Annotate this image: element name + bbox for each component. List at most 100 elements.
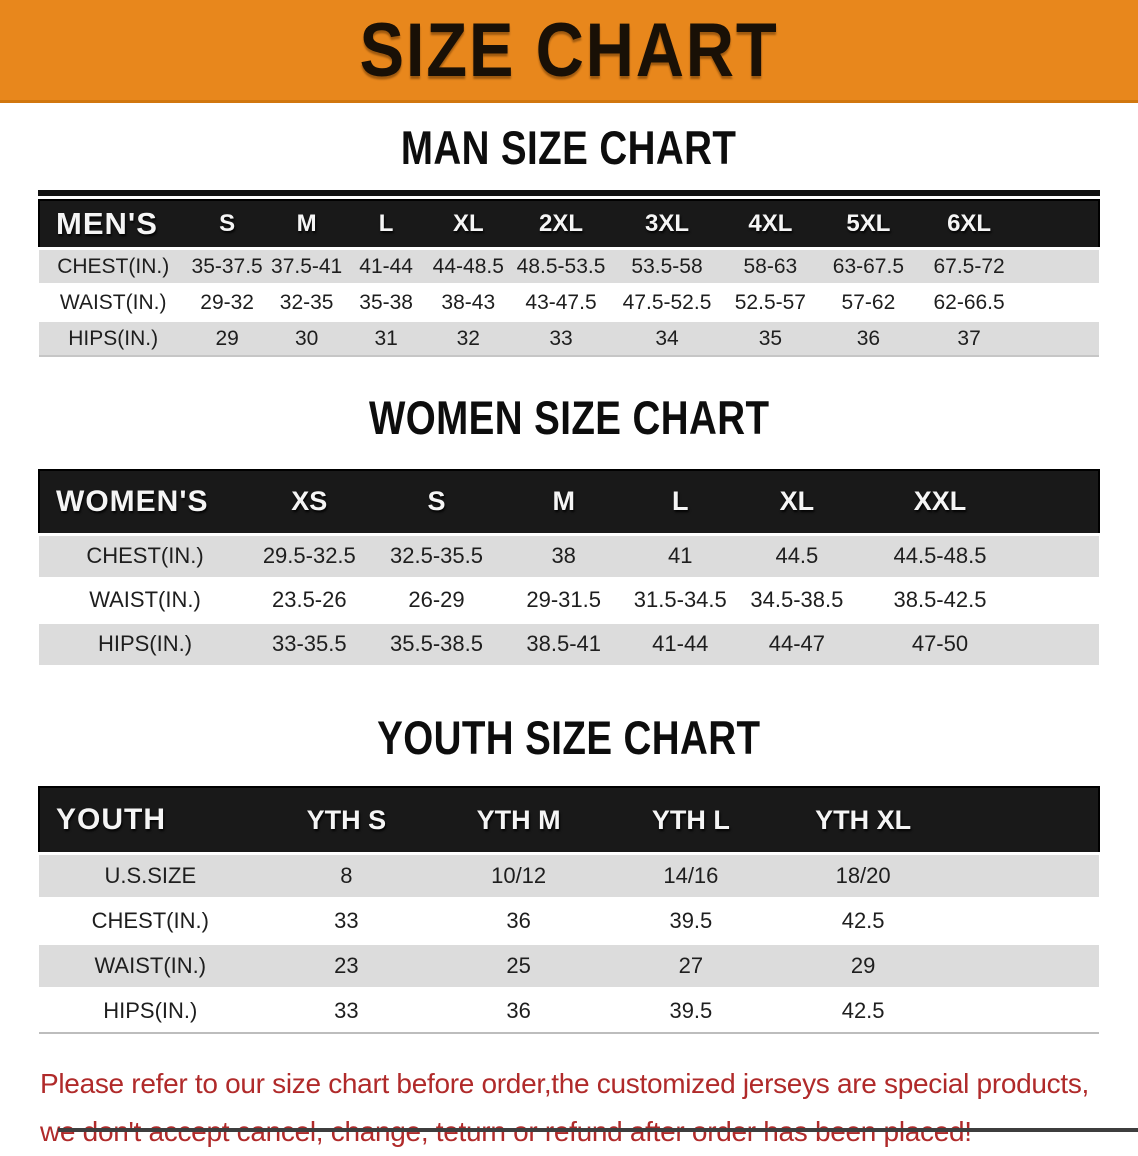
measure-label-cell: HIPS(IN.) [39,620,251,665]
measure-value-cell: 35.5-38.5 [367,620,506,665]
measure-value-cell: 27 [606,942,776,990]
row-spacer-cell [950,852,1099,900]
size-chart-banner: SIZE CHART [0,0,1138,103]
measure-value-cell: 41-44 [621,620,739,665]
disclaimer-line-2: we don't accept cancel, change, teturn o… [40,1108,1138,1156]
measurement-row: CHEST(IN.) 33 36 39.5 42.5 [39,897,1099,945]
size-header-cell: YTH L [606,786,776,855]
measure-label-cell: WAIST(IN.) [39,576,251,623]
size-header-cell: S [367,468,506,536]
row-spacer-cell [1024,576,1099,623]
measurement-row: HIPS(IN.) 33 36 39.5 42.5 [39,987,1099,1035]
measure-label-cell: HIPS(IN.) [39,319,188,358]
measure-value-cell: 32 [425,319,511,358]
measure-label-cell: U.S.SIZE [39,852,262,900]
size-header-row: WOMEN'S XS S M L XL XXL [38,468,1101,536]
size-header-cell: XXL [855,468,1025,536]
table-title-cell: YOUTH [38,786,262,855]
measure-value-cell: 33 [510,319,612,358]
size-header-cell: XL [425,199,511,250]
measure-value-cell: 29-31.5 [505,576,622,623]
womens-size-table-container: WOMEN'S XS S M L XL XXL CHEST(IN.) 29.5-32.5 32.5… [38,468,1101,665]
measure-value-cell: 35 [722,319,819,358]
measure-value-cell: 33 [261,987,432,1035]
measure-value-cell: 37 [918,319,1020,358]
measure-value-cell: 41 [621,532,739,579]
measure-label-cell: WAIST(IN.) [39,942,262,990]
header-spacer-cell [1024,468,1101,536]
measure-value-cell: 43-47.5 [510,283,612,321]
measure-value-cell: 18/20 [775,852,951,900]
measure-value-cell: 57-62 [818,283,919,321]
youth-section-title: YOUTH SIZE CHART [0,712,1138,762]
size-header-row: MEN'S S M L XL 2XL 3XL 4XL 5XL 6XL [37,199,1100,250]
measure-value-cell: 32.5-35.5 [367,532,506,579]
measurement-row: WAIST(IN.) 23 25 27 29 [39,942,1099,990]
measure-value-cell: 32-35 [266,283,347,321]
measure-label-cell: WAIST(IN.) [39,283,188,321]
size-header-cell: YTH S [261,786,432,855]
measure-value-cell: 48.5-53.5 [510,247,612,285]
header-spacer-cell [1019,199,1100,250]
banner-title: SIZE CHART [359,7,779,93]
measure-value-cell: 42.5 [775,897,951,945]
measure-value-cell: 29.5-32.5 [251,532,368,579]
measure-value-cell: 14/16 [606,852,776,900]
size-header-cell: 4XL [722,199,819,250]
measure-value-cell: 8 [261,852,432,900]
measure-value-cell: 23.5-26 [251,576,368,623]
man-section-title-text: MAN SIZE CHART [401,121,737,174]
measure-value-cell: 44.5-48.5 [855,532,1025,579]
measure-value-cell: 36 [431,987,607,1035]
measurement-row: WAIST(IN.) 29-32 32-35 35-38 38-43 43-47.5 47.… [39,283,1099,321]
row-spacer-cell [1019,283,1099,321]
row-spacer-cell [950,897,1099,945]
women-section-title-text: WOMEN SIZE CHART [368,391,770,445]
measure-label-cell: CHEST(IN.) [39,532,251,579]
disclaimer-text: Please refer to our size chart before or… [0,1060,1138,1156]
measure-value-cell: 47-50 [855,620,1025,665]
measure-value-cell: 33-35.5 [251,620,368,665]
row-spacer-cell [1024,620,1099,665]
measure-value-cell: 10/12 [431,852,607,900]
table-title-cell: MEN'S [37,199,188,250]
measure-value-cell: 42.5 [775,987,951,1035]
size-header-cell: XL [738,468,856,536]
measure-value-cell: 39.5 [606,987,776,1035]
size-header-cell: 5XL [818,199,919,250]
size-header-cell: XS [251,468,368,536]
measure-label-cell: HIPS(IN.) [39,987,262,1035]
mens-size-table: MEN'S S M L XL 2XL 3XL 4XL 5XL 6XL CHEST(IN.) 35-37… [37,199,1100,358]
measure-value-cell: 58-63 [722,247,819,285]
measure-value-cell: 35-37.5 [187,247,267,285]
measure-value-cell: 47.5-52.5 [611,283,723,321]
measurement-row: U.S.SIZE 8 10/12 14/16 18/20 [39,852,1099,900]
measure-value-cell: 36 [431,897,607,945]
size-header-cell: 2XL [510,199,612,250]
measurement-row: HIPS(IN.) 33-35.5 35.5-38.5 38.5-41 41-44 44-… [39,620,1099,665]
womens-size-table: WOMEN'S XS S M L XL XXL CHEST(IN.) 29.5-32.5 32.5… [38,468,1101,665]
disclaimer-line-1: Please refer to our size chart before or… [40,1068,1090,1100]
measure-value-cell: 44-48.5 [425,247,511,285]
man-section-title: MAN SIZE CHART [0,121,1138,174]
measure-value-cell: 33 [261,897,432,945]
measurement-row: HIPS(IN.) 29 30 31 32 33 34 35 36 37 [39,319,1099,358]
measure-value-cell: 31 [346,319,426,358]
measure-value-cell: 38-43 [425,283,511,321]
measure-value-cell: 34 [611,319,723,358]
measure-value-cell: 52.5-57 [722,283,819,321]
measure-value-cell: 44-47 [738,620,856,665]
measure-value-cell: 37.5-41 [266,247,347,285]
measure-value-cell: 67.5-72 [918,247,1020,285]
measure-value-cell: 63-67.5 [818,247,919,285]
youth-size-table-container: YOUTH YTH S YTH M YTH L YTH XL U.S.SIZE 8 10/12… [38,786,1101,1035]
measure-value-cell: 25 [431,942,607,990]
measure-value-cell: 29 [775,942,951,990]
measurement-row: CHEST(IN.) 35-37.5 37.5-41 41-44 44-48.5 48.5… [39,247,1099,285]
size-header-cell: 6XL [918,199,1020,250]
size-header-cell: S [187,199,267,250]
measure-value-cell: 44.5 [738,532,856,579]
bottom-edge-strip [58,1128,1138,1132]
size-header-cell: M [266,199,347,250]
row-spacer-cell [950,987,1099,1035]
